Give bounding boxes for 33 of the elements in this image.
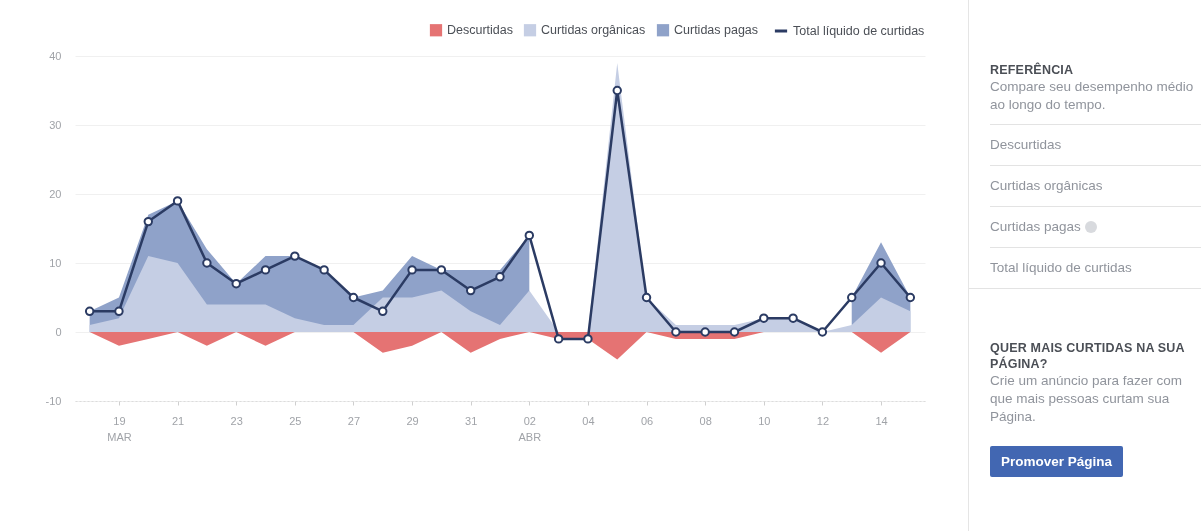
y-tick-label: 0 xyxy=(55,325,62,338)
x-tick-label: 06 xyxy=(640,414,654,427)
legend-label: Descurtidas xyxy=(447,23,513,38)
x-tick-label: 25 xyxy=(289,414,302,427)
text: QUER MAIS CURTIDAS NA SUA PÁGINA? xyxy=(990,340,1186,372)
x-tick-label: 21 xyxy=(171,414,185,427)
y-tick-label: 30 xyxy=(49,118,62,131)
x-tick-label: 10 xyxy=(758,414,771,427)
text: Descurtidas xyxy=(990,137,1062,152)
y-tick-label: 20 xyxy=(49,187,62,200)
text: Promover Página xyxy=(990,446,1124,477)
y-tick-label: 40 xyxy=(49,49,62,62)
legend-label: Total líquido de curtidas xyxy=(793,24,925,38)
text: Compare seu desempenho médio ao longo do tempo. xyxy=(990,78,1195,114)
text: REFERÊNCIA xyxy=(990,62,1075,78)
x-tick-label: 08 xyxy=(699,414,712,427)
x-tick-label: 27 xyxy=(347,414,361,427)
legend-label: Curtidas pagas xyxy=(674,23,759,38)
x-tick-label: 29 xyxy=(406,414,419,427)
legend-label: Curtidas orgânicas xyxy=(541,23,646,38)
x-tick-label: 14 xyxy=(875,414,888,427)
text: Curtidas orgânicas xyxy=(990,178,1103,193)
x-tick-label: 31 xyxy=(465,414,478,427)
x-tick-label: 12 xyxy=(816,414,830,427)
y-tick-label: -10 xyxy=(45,394,62,407)
text: Curtidas pagas xyxy=(990,219,1081,234)
x-tick-label: 02 ABR xyxy=(518,414,542,443)
y-tick-label: 10 xyxy=(49,256,62,269)
text: Total líquido de curtidas xyxy=(990,260,1132,275)
text: Crie um anúncio para fazer com que mais pessoas curtam sua Página. xyxy=(990,372,1184,426)
x-tick-label: 23 xyxy=(230,414,243,427)
x-tick-label: 04 xyxy=(582,414,595,427)
x-tick-label: 19 MAR xyxy=(107,414,132,443)
